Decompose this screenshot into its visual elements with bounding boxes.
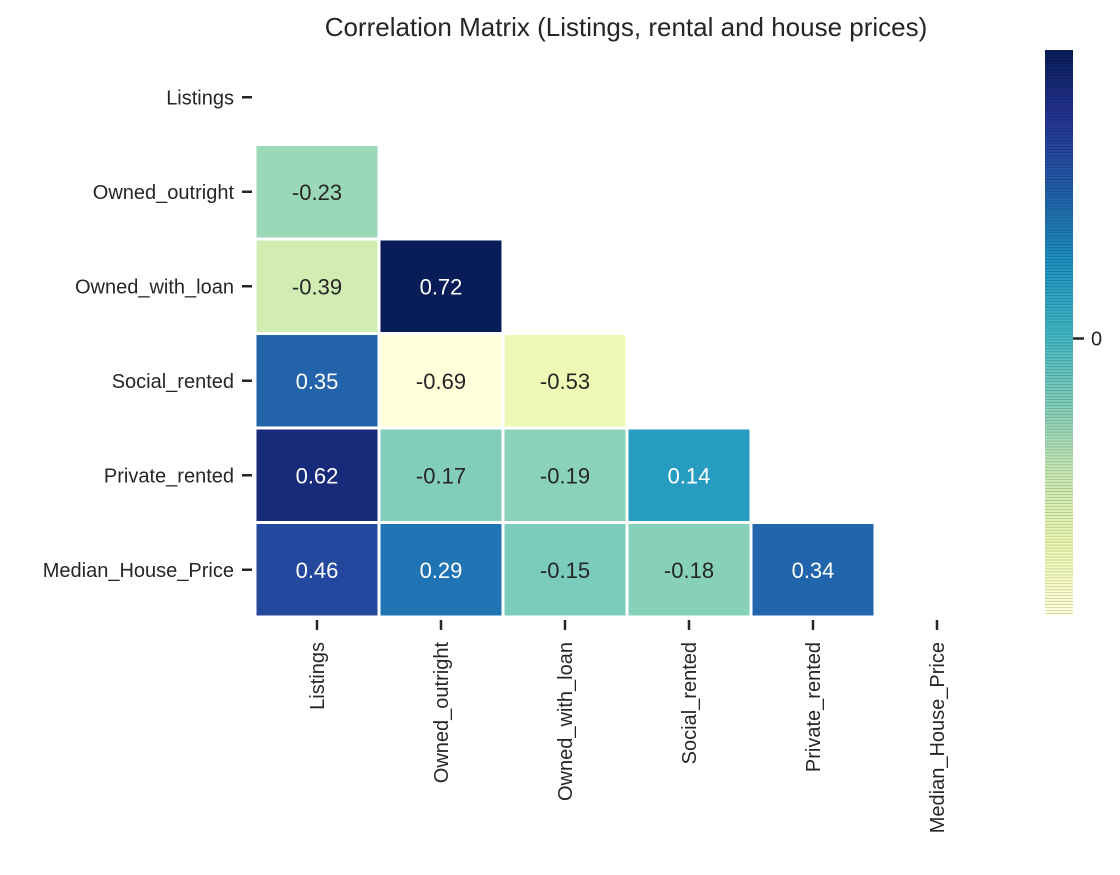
heatmap-cells: -0.23 -0.39 0.72 0.35 -0.69 -0.53 0.62 -0.17 -0.… (256, 146, 874, 616)
heatmap-cell-Private_rented-Listings (256, 429, 378, 521)
heatmap-cell-Median_House_Price-Owned_with_loan (504, 524, 626, 616)
heatmap-cell-Private_rented-Owned_outright (380, 429, 502, 521)
heatmap-cell-Owned_with_loan-Owned_outright (380, 240, 502, 332)
cell-value-label-Owned_with_loan-Listings: -0.39 (292, 274, 342, 299)
x-tick-label-Listings: Listings (307, 642, 329, 710)
heatmap-cell-Median_House_Price-Social_rented (628, 524, 750, 616)
cell-value-label-Private_rented-Listings: 0.62 (296, 463, 339, 488)
heatmap-cell-Social_rented-Owned_with_loan (504, 335, 626, 427)
colorbar-tick-label-0: 0 (1091, 329, 1102, 351)
x-tick-label-Owned_outright: Owned_outright (431, 642, 453, 784)
x-tick-label-Private_rented: Private_rented (803, 642, 825, 772)
cell-value-label-Median_House_Price-Owned_with_loan: -0.15 (540, 558, 590, 583)
cell-value-label-Private_rented-Owned_with_loan: -0.19 (540, 463, 590, 488)
y-axis-labels: Listings Owned_outright Owned_with_loan Soc… (43, 87, 252, 582)
cell-value-label-Social_rented-Owned_outright: -0.69 (416, 369, 466, 394)
heatmap-cell-Median_House_Price-Owned_outright (380, 524, 502, 616)
cell-value-label-Median_House_Price-Listings: 0.46 (296, 558, 339, 583)
x-axis-labels: Listings Owned_outright Owned_with_loan Soc… (307, 620, 949, 833)
colorbar-gradient (1045, 50, 1073, 615)
heatmap-cell-Social_rented-Listings (256, 335, 378, 427)
cell-value-label-Owned_outright-Listings: -0.23 (292, 180, 342, 205)
cell-value-label-Private_rented-Social_rented: 0.14 (668, 463, 711, 488)
cell-value-label-Social_rented-Owned_with_loan: -0.53 (540, 369, 590, 394)
cell-value-label-Median_House_Price-Owned_outright: 0.29 (420, 558, 463, 583)
colorbar-bands (1045, 51, 1073, 614)
colorbar: 0 (1045, 50, 1102, 615)
cell-value-label-Social_rented-Listings: 0.35 (296, 369, 339, 394)
heatmap-cell-Private_rented-Owned_with_loan (504, 429, 626, 521)
heatmap-cell-Private_rented-Social_rented (628, 429, 750, 521)
heatmap-cell-Social_rented-Owned_outright (380, 335, 502, 427)
heatmap-cell-Median_House_Price-Listings (256, 524, 378, 616)
x-tick-label-Owned_with_loan: Owned_with_loan (555, 642, 577, 801)
cell-value-label-Median_House_Price-Private_rented: 0.34 (792, 558, 835, 583)
heatmap-cell-Owned_outright-Listings (256, 146, 378, 238)
y-tick-label-Social_rented: Social_rented (112, 371, 234, 393)
y-tick-label-Listings: Listings (166, 87, 234, 109)
heatmap-cell-Median_House_Price-Private_rented (752, 524, 874, 616)
cell-value-label-Median_House_Price-Social_rented: -0.18 (664, 558, 714, 583)
y-tick-label-Private_rented: Private_rented (104, 465, 234, 487)
cell-value-label-Private_rented-Owned_outright: -0.17 (416, 463, 466, 488)
x-tick-label-Median_House_Price: Median_House_Price (927, 642, 949, 833)
chart-title: Correlation Matrix (Listings, rental and… (325, 12, 928, 42)
y-tick-label-Owned_with_loan: Owned_with_loan (75, 276, 234, 298)
y-tick-label-Median_House_Price: Median_House_Price (43, 560, 234, 582)
y-tick-label-Owned_outright: Owned_outright (93, 182, 235, 204)
x-tick-label-Social_rented: Social_rented (679, 642, 701, 764)
heatmap-cell-Owned_with_loan-Listings (256, 240, 378, 332)
cell-value-label-Owned_with_loan-Owned_outright: 0.72 (420, 274, 463, 299)
